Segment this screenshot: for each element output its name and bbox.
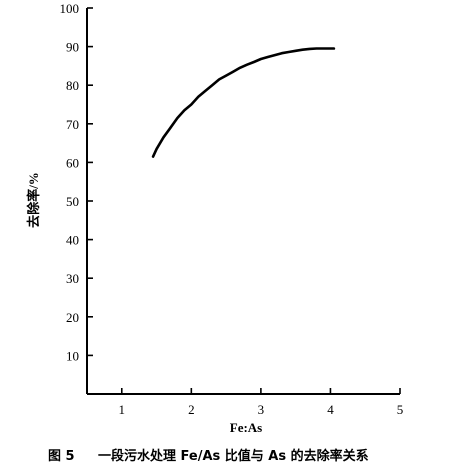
y-tick-label: 40 [66, 233, 79, 248]
figure-label: 图 5 [48, 449, 75, 464]
plot-area [151, 47, 336, 158]
y-tick-label: 30 [66, 271, 79, 286]
x-tick-label: 4 [327, 402, 334, 417]
figure-caption: 一段污水处理 Fe/As 比值与 As 的去除率关系 [98, 448, 369, 464]
y-tick-label: 60 [66, 155, 79, 170]
y-tick-label: 50 [66, 194, 79, 209]
y-axis-title: 去除率/% [26, 172, 41, 228]
x-tick-label: 3 [258, 402, 265, 417]
x-axis-title: Fe:As [230, 420, 263, 435]
x-tick-label: 2 [188, 402, 195, 417]
tick-group: 1 2 3 4 5 10 20 30 40 50 60 70 80 90 100 [60, 1, 404, 417]
y-tick-label: 20 [66, 310, 79, 325]
y-tick-label: 90 [66, 40, 79, 55]
y-tick-label: 80 [66, 78, 79, 93]
series-line-1 [151, 47, 336, 158]
y-tick-label: 70 [66, 117, 79, 132]
y-tick-label: 100 [60, 1, 80, 16]
y-tick-label: 10 [66, 348, 79, 363]
x-tick-label: 1 [119, 402, 126, 417]
x-tick-label: 5 [397, 402, 404, 417]
